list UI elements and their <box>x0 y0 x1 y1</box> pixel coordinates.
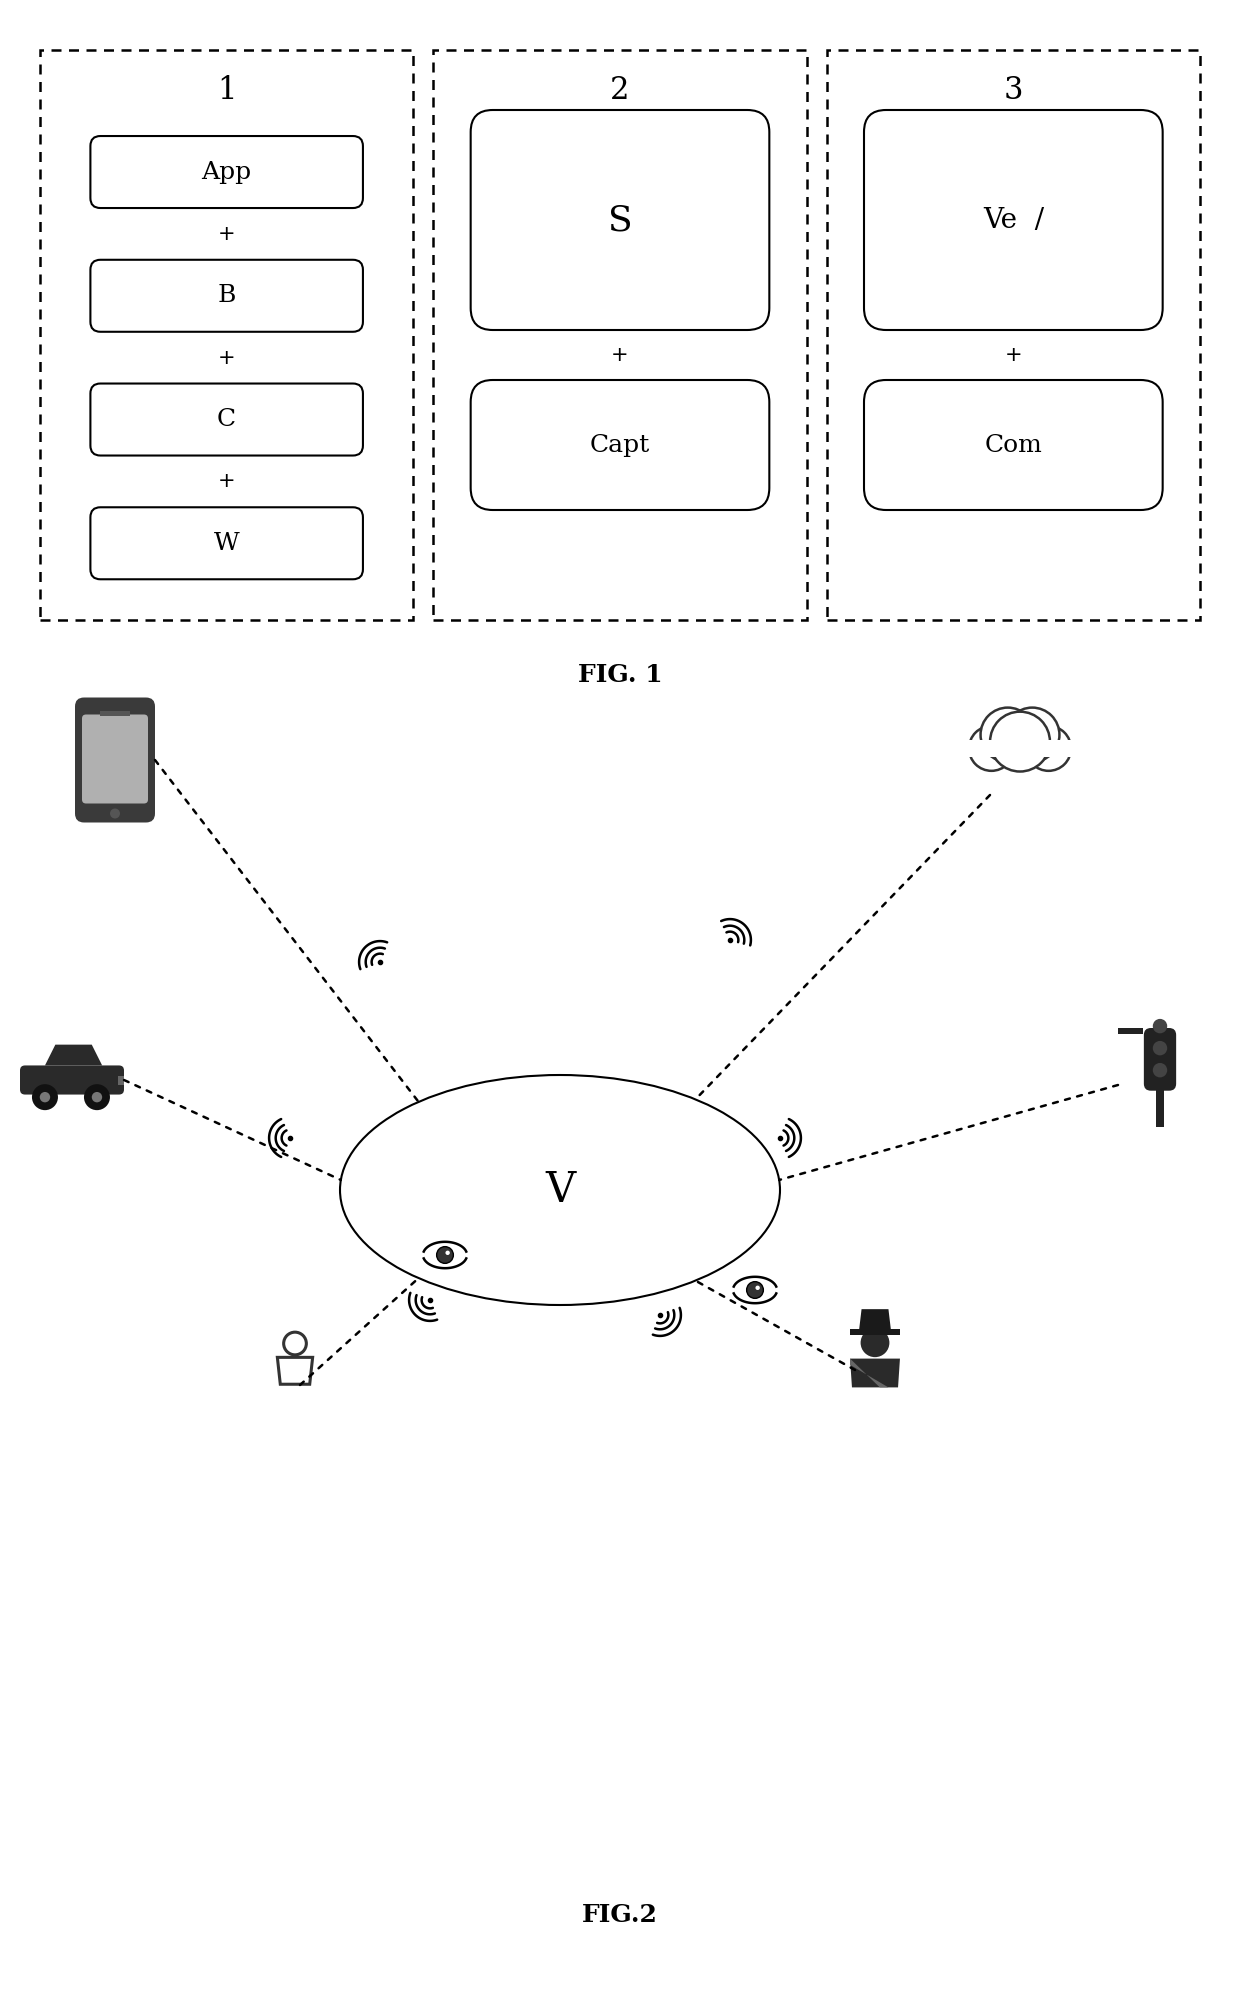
Text: +: + <box>1004 346 1022 366</box>
Text: FIG.2: FIG.2 <box>582 1903 658 1928</box>
Circle shape <box>981 708 1035 762</box>
Circle shape <box>968 726 1014 772</box>
Text: B: B <box>217 283 236 308</box>
Text: 3: 3 <box>1003 74 1023 105</box>
Text: C: C <box>217 408 237 430</box>
Circle shape <box>746 1282 764 1298</box>
Circle shape <box>445 1250 450 1254</box>
Text: +: + <box>611 346 629 366</box>
Circle shape <box>40 1091 50 1101</box>
Circle shape <box>1006 708 1059 762</box>
Text: Capt: Capt <box>590 434 650 456</box>
Text: +: + <box>218 223 236 243</box>
Text: Ve  /: Ve / <box>983 207 1044 233</box>
Polygon shape <box>859 1309 890 1329</box>
Text: 1: 1 <box>217 74 237 105</box>
Text: W: W <box>213 533 239 555</box>
Circle shape <box>1027 726 1071 772</box>
Bar <box>100 710 130 716</box>
Bar <box>40 50 413 619</box>
Circle shape <box>84 1083 110 1110</box>
Circle shape <box>32 1083 58 1110</box>
Circle shape <box>861 1329 889 1357</box>
Text: +: + <box>218 472 236 490</box>
Polygon shape <box>45 1045 102 1065</box>
Circle shape <box>1153 1041 1167 1055</box>
Text: App: App <box>202 161 252 183</box>
Bar <box>1156 1065 1164 1128</box>
Circle shape <box>1153 1063 1167 1077</box>
Text: +: + <box>218 348 236 368</box>
Bar <box>827 50 1200 619</box>
Bar <box>118 1075 124 1085</box>
Circle shape <box>755 1286 760 1290</box>
FancyBboxPatch shape <box>1143 1027 1177 1091</box>
Bar <box>1118 1029 1143 1033</box>
Circle shape <box>1153 1019 1167 1033</box>
Bar <box>966 728 1074 762</box>
Polygon shape <box>851 1359 900 1387</box>
Circle shape <box>436 1246 454 1264</box>
Text: V: V <box>544 1170 575 1210</box>
FancyBboxPatch shape <box>74 697 155 822</box>
FancyBboxPatch shape <box>82 714 148 804</box>
Circle shape <box>990 712 1050 772</box>
Circle shape <box>92 1091 102 1101</box>
Text: Com: Com <box>985 434 1042 456</box>
Bar <box>967 740 1073 758</box>
Text: 2: 2 <box>610 74 630 105</box>
Polygon shape <box>851 1359 888 1387</box>
FancyBboxPatch shape <box>20 1065 124 1095</box>
Bar <box>433 50 807 619</box>
Text: S: S <box>608 203 632 237</box>
Text: FIG. 1: FIG. 1 <box>578 663 662 687</box>
Bar <box>851 1329 900 1335</box>
Circle shape <box>110 808 120 818</box>
